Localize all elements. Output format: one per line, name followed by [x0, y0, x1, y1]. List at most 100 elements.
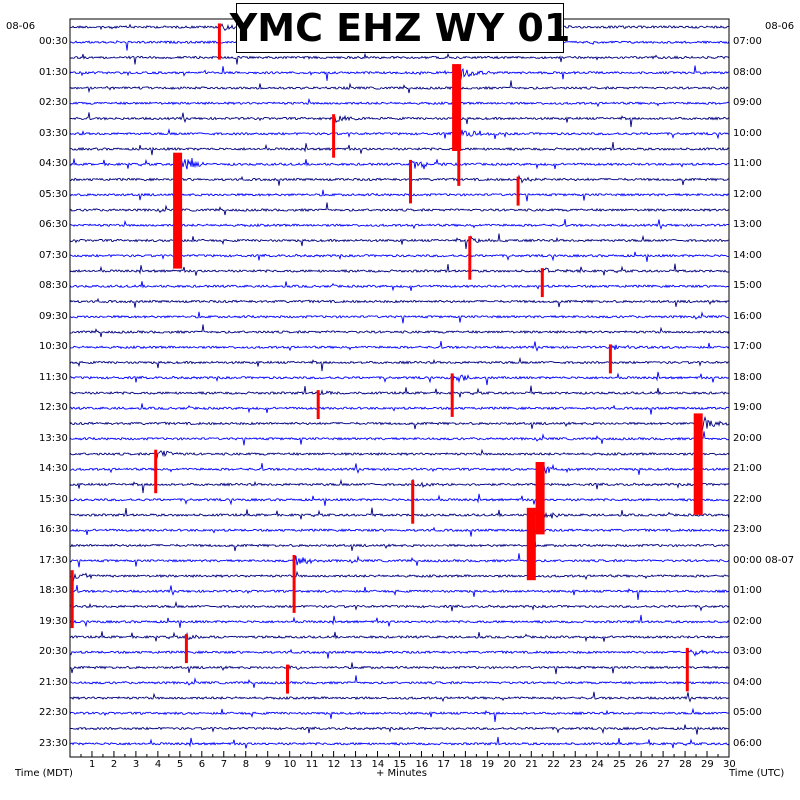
- trace-line-12: [69, 202, 730, 216]
- trace-line-8: [69, 142, 730, 156]
- right-time-label: 02:00: [733, 615, 762, 627]
- trace-line-33: [69, 526, 730, 537]
- left-time-label: 05:30: [39, 188, 68, 200]
- trace-line-10: [70, 174, 730, 186]
- left-time-label: 16:30: [39, 524, 68, 535]
- trace-line-25: [69, 403, 729, 415]
- right-time-label: 20:00: [733, 432, 762, 444]
- right-time-label: 15:00: [733, 280, 762, 291]
- trace-line-27: [69, 431, 730, 446]
- trace-line-38: [69, 600, 730, 612]
- clip-marker-3: [457, 128, 461, 186]
- left-time-label: 04:30: [39, 158, 68, 169]
- x-tick-label: 21: [525, 759, 539, 770]
- x-tick-label: 2: [110, 759, 118, 770]
- x-tick-label: 17: [437, 759, 451, 770]
- clip-marker-19: [184, 634, 188, 664]
- trace-line-24: [69, 385, 730, 398]
- date-right: 08-06: [765, 21, 795, 32]
- clip-marker-15: [411, 480, 415, 524]
- x-tick-label: 3: [132, 759, 140, 770]
- x-tick-label: 27: [657, 759, 670, 770]
- clip-marker-12: [693, 413, 703, 515]
- left-time-label: 07:30: [39, 249, 68, 261]
- left-time-label: 17:30: [39, 554, 68, 566]
- left-time-label: 18:30: [39, 585, 68, 596]
- left-time-label: 00:30: [39, 36, 68, 47]
- trace-line-3: [69, 64, 730, 81]
- right-time-label: 13:00: [733, 219, 762, 230]
- trace-line-20: [69, 324, 730, 338]
- x-tick-label: 7: [220, 759, 228, 770]
- left-time-label: 03:30: [39, 127, 68, 139]
- trace-line-21: [69, 341, 730, 352]
- trace-line-46: [69, 724, 730, 735]
- left-axis-label: Time (MDT): [15, 768, 73, 779]
- chart-title-text: YMC EHZ WY 01: [229, 6, 571, 50]
- clip-marker-11: [316, 390, 320, 420]
- x-tick-label: 5: [176, 759, 184, 770]
- right-time-label: 18:00: [733, 371, 762, 383]
- left-time-label: 11:30: [39, 371, 68, 383]
- trace-line-35: [69, 553, 730, 568]
- left-time-label: 15:30: [39, 493, 68, 505]
- clip-marker-18: [70, 570, 74, 629]
- left-time-label: 13:30: [39, 432, 68, 444]
- trace-line-40: [69, 631, 730, 643]
- left-time-label: 08:30: [39, 280, 68, 291]
- right-time-label: 17:00: [733, 341, 762, 352]
- right-time-label: 00:00 08-07: [733, 554, 795, 566]
- x-tick-label: 14: [371, 759, 385, 770]
- x-tick-label: 29: [701, 759, 714, 770]
- trace-line-6: [69, 112, 730, 128]
- clip-marker-21: [286, 664, 289, 694]
- right-time-label: 19:00: [733, 402, 762, 413]
- right-time-label: 22:00: [733, 493, 762, 505]
- trace-line-32: [69, 507, 730, 521]
- right-time-label: 08:00: [733, 66, 762, 78]
- x-tick-label: 9: [264, 759, 272, 770]
- seismic-traces: [69, 20, 730, 749]
- right-time-label: 06:00: [733, 737, 762, 749]
- right-time-label: 07:00: [733, 36, 762, 47]
- right-axis-label: Time (UTC): [729, 768, 785, 779]
- trace-line-44: [69, 691, 730, 703]
- chart-title: YMC EHZ WY 01: [230, 3, 570, 53]
- clip-marker-16: [526, 507, 536, 581]
- trace-line-15: [69, 251, 730, 262]
- trace-line-11: [69, 189, 730, 202]
- x-tick-label: 11: [305, 759, 319, 770]
- trace-line-29: [69, 462, 730, 475]
- x-tick-label: 4: [154, 759, 162, 770]
- trace-line-7: [69, 128, 730, 140]
- clip-marker-20: [685, 647, 689, 692]
- trace-line-47: [69, 736, 730, 749]
- trace-line-13: [69, 219, 730, 230]
- clip-marker-0: [217, 23, 221, 60]
- clip-marker-13: [154, 449, 158, 494]
- x-tick-label: 16: [415, 759, 429, 770]
- clip-marker-4: [173, 152, 183, 269]
- x-tick-label: 6: [198, 759, 206, 770]
- right-time-label: 21:00: [733, 463, 762, 474]
- x-tick-label: 23: [569, 759, 582, 770]
- right-time-label: 14:00: [733, 249, 762, 261]
- x-tick-label: 10: [283, 759, 297, 770]
- trace-line-37: [69, 585, 730, 600]
- right-time-label: 16:00: [733, 310, 762, 322]
- trace-line-41: [69, 647, 730, 659]
- left-time-label: 10:30: [39, 341, 68, 352]
- trace-line-5: [69, 97, 730, 108]
- x-tick-label: 19: [481, 759, 495, 770]
- trace-line-19: [69, 311, 729, 324]
- trace-line-22: [69, 356, 730, 372]
- x-tick-label: 18: [459, 759, 473, 770]
- x-axis-ticks: [69, 751, 730, 757]
- left-time-label: 19:30: [39, 615, 68, 627]
- right-time-label: 05:00: [733, 707, 762, 718]
- trace-line-2: [69, 52, 730, 65]
- left-time-label: 06:30: [39, 219, 68, 230]
- x-tick-label: 13: [349, 759, 363, 770]
- trace-line-45: [69, 707, 730, 722]
